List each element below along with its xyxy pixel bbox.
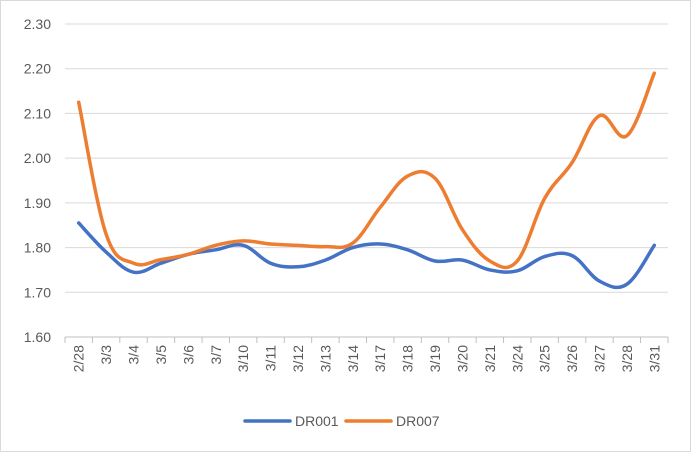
x-tick-label: 2/28 (71, 345, 87, 372)
x-tick-label: 3/17 (372, 345, 388, 372)
x-tick-label: 3/25 (537, 345, 553, 372)
series-lines (76, 71, 657, 290)
x-tick-label: 3/21 (482, 345, 498, 372)
x-tick-label: 3/7 (208, 345, 224, 365)
x-tick-label: 3/31 (646, 345, 662, 372)
x-tick-label: 3/19 (427, 345, 443, 372)
legend-label-dr001: DR001 (295, 413, 339, 429)
y-tick-label: 1.90 (24, 195, 51, 211)
x-tick-label: 3/20 (454, 345, 470, 372)
y-axis-ticks: 1.60 1.70 1.80 1.90 2.00 2.10 2.20 2.30 (24, 16, 51, 345)
gridlines (65, 23, 668, 293)
y-tick-label: 1.60 (24, 329, 51, 345)
legend-label-dr007: DR007 (396, 413, 440, 429)
x-axis (64, 336, 669, 343)
x-tick-label: 3/24 (509, 345, 525, 372)
x-tick-label: 3/28 (619, 345, 635, 372)
x-tick-label: 3/6 (180, 345, 196, 365)
y-tick-label: 2.00 (24, 150, 51, 166)
x-axis-ticks: 2/28 3/3 3/4 3/5 3/6 3/7 3/10 3/11 3/12 3/13 3/14 3… (71, 345, 663, 372)
y-tick-label: 1.70 (24, 284, 51, 300)
x-tick-label: 3/3 (98, 345, 114, 365)
x-tick-label: 3/5 (153, 345, 169, 365)
x-tick-label: 3/18 (400, 345, 416, 372)
y-tick-label: 2.20 (24, 61, 51, 77)
y-tick-label: 2.10 (24, 105, 51, 121)
legend: DR001 DR007 (243, 413, 440, 429)
y-tick-label: 1.80 (24, 240, 51, 256)
x-tick-label: 3/27 (591, 345, 607, 372)
y-tick-label: 2.30 (24, 16, 51, 32)
x-tick-label: 3/26 (564, 345, 580, 372)
x-tick-label: 3/14 (345, 345, 361, 372)
x-tick-label: 3/10 (235, 345, 251, 372)
x-tick-label: 3/11 (263, 345, 279, 371)
x-tick-label: 3/13 (317, 345, 333, 372)
x-tick-label: 3/4 (126, 345, 142, 365)
series-line-dr007 (76, 71, 657, 270)
series-line-dr001 (76, 221, 657, 290)
x-tick-label: 3/12 (290, 345, 306, 372)
